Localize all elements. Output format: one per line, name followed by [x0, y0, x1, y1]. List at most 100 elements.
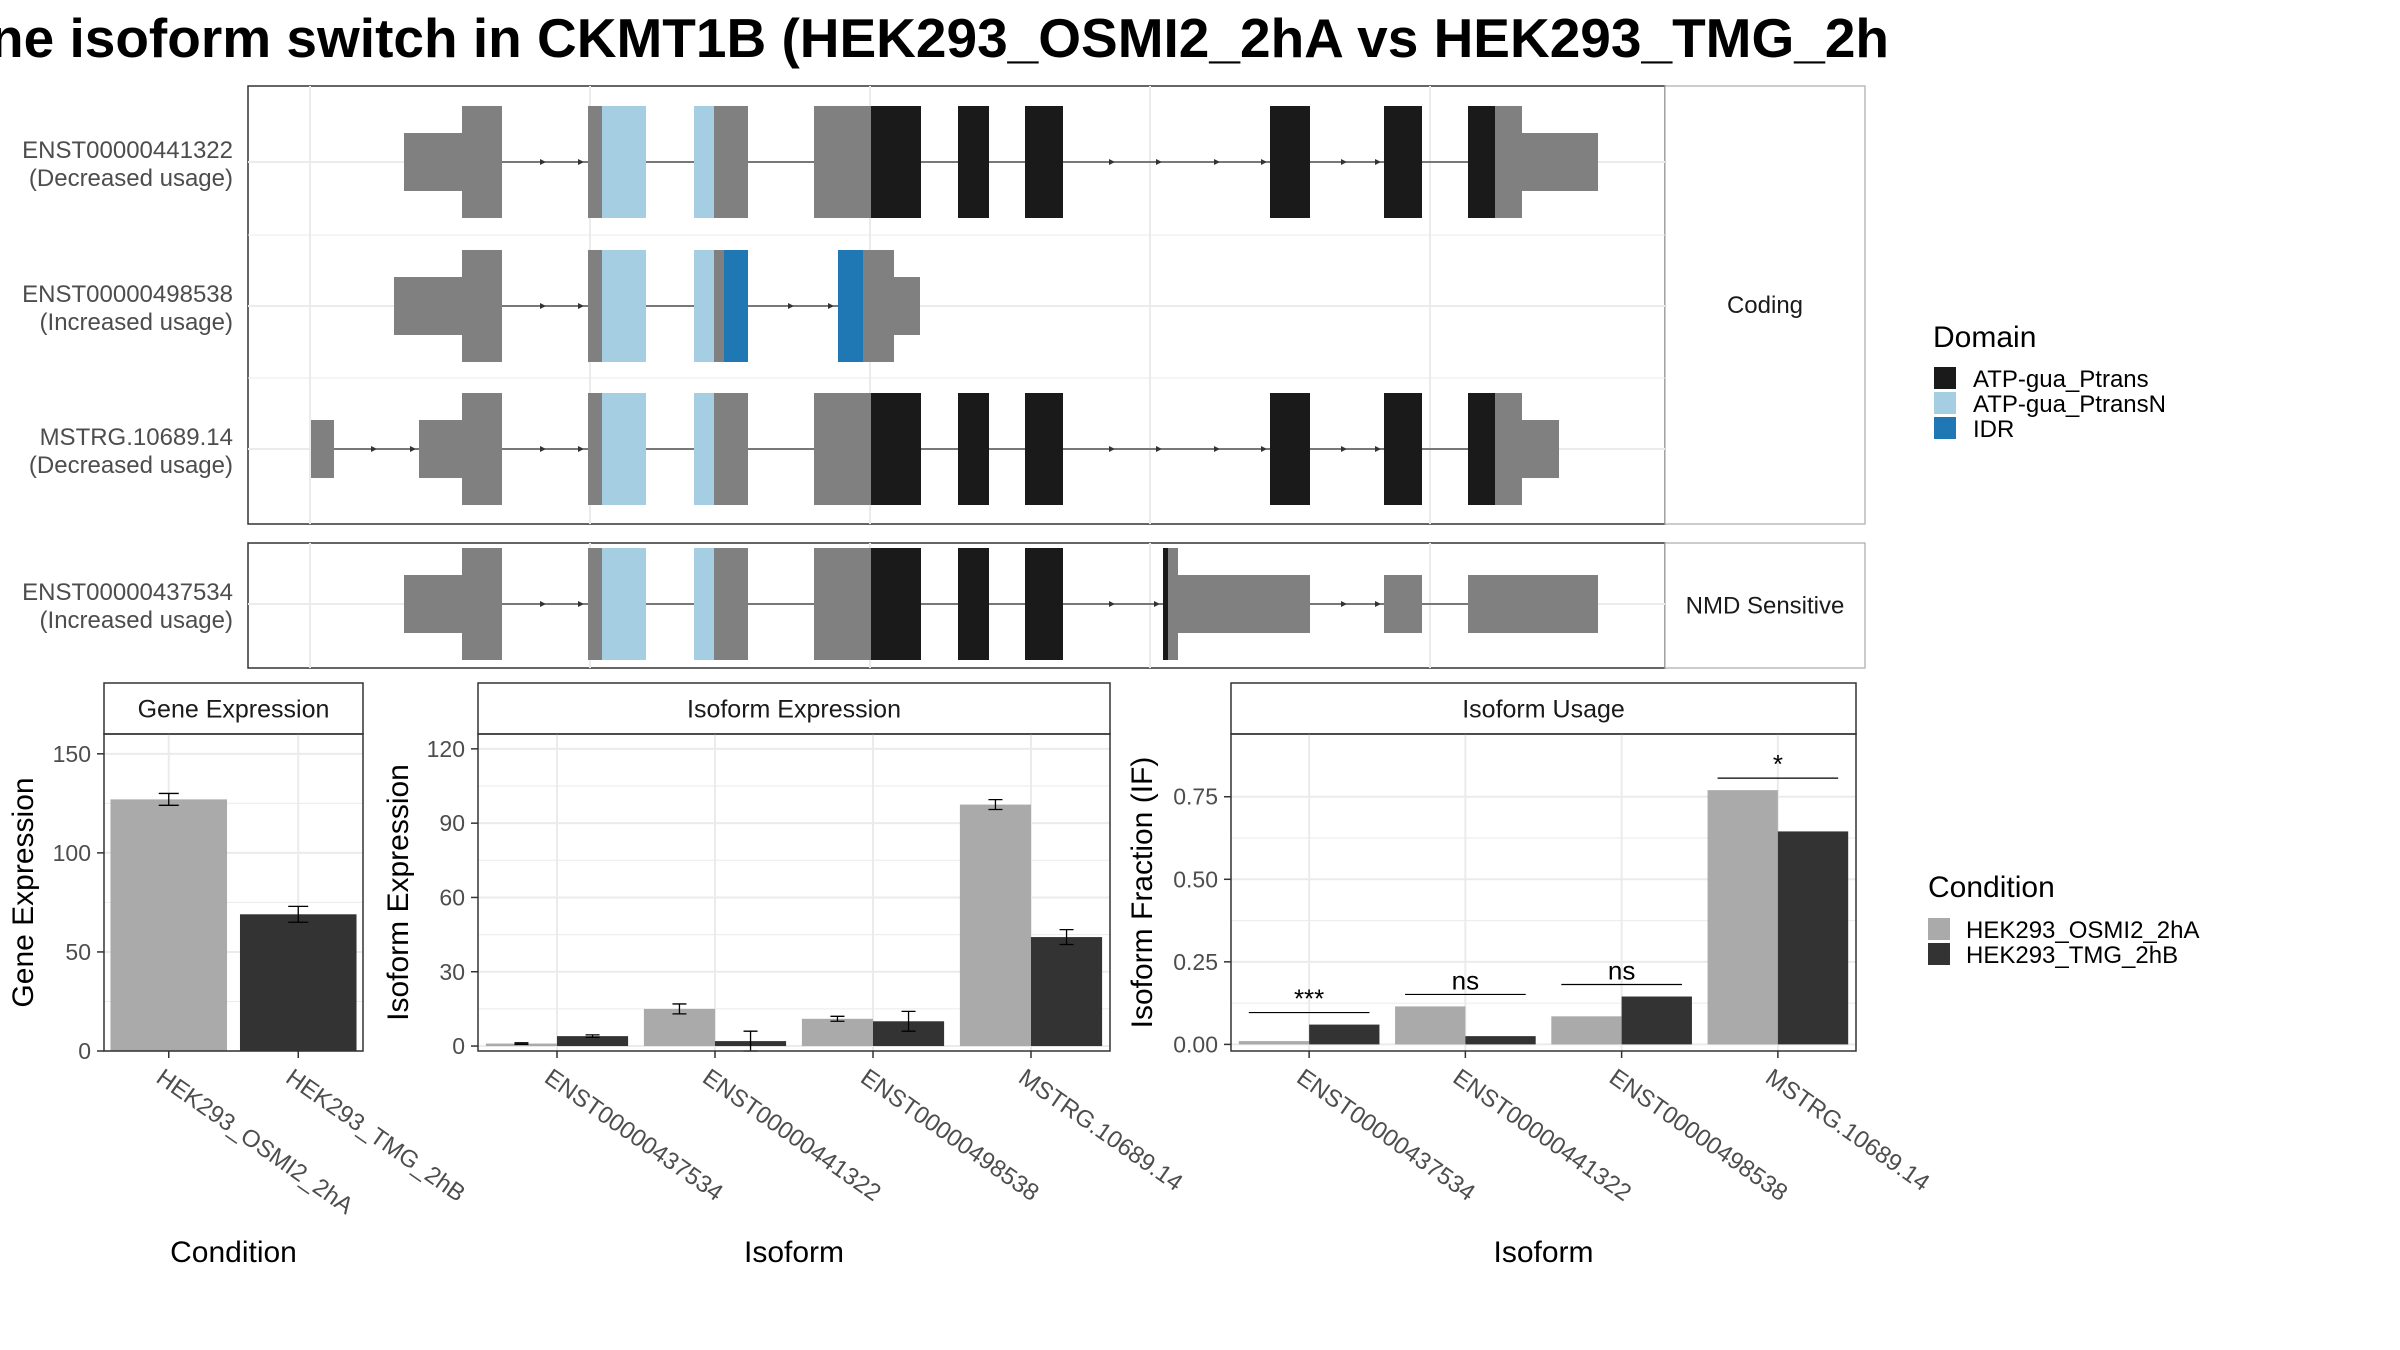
- y-axis-label: Isoform Expression: [382, 764, 415, 1021]
- strand-arrow: [1341, 159, 1347, 165]
- domain-segment: [694, 250, 714, 362]
- domain-segment: [1025, 106, 1063, 218]
- error-bar: [830, 1015, 845, 1022]
- domain-segment: [958, 393, 989, 505]
- x-axis-label: Condition: [170, 1236, 297, 1269]
- y-axis-label: Isoform Fraction (IF): [1126, 757, 1159, 1029]
- utr-segment: [1522, 133, 1598, 191]
- domain-segment: [958, 106, 989, 218]
- chart-2: Isoform Expression0306090120ENST00000437…: [382, 682, 1188, 1269]
- domain-segment: [602, 250, 646, 362]
- exon-segment: [863, 250, 894, 362]
- significance-label: ns: [1452, 965, 1479, 995]
- chart-strip: [477, 682, 1111, 735]
- y-tick-label: 0.25: [1173, 949, 1218, 975]
- exon-segment: [1168, 548, 1178, 660]
- transcript-status: (Increased usage): [40, 309, 233, 336]
- strand-arrow: [540, 446, 546, 452]
- strand-arrow: [410, 446, 416, 452]
- exon-segment: [714, 393, 748, 505]
- utr-segment: [1468, 575, 1598, 633]
- chart-title: Isoform Expression: [687, 696, 901, 724]
- domain-segment: [1270, 393, 1310, 505]
- chart-title: Isoform Usage: [1462, 696, 1625, 724]
- utr-segment: [419, 420, 462, 478]
- utr-segment: [404, 133, 462, 191]
- y-tick-label: 50: [65, 939, 91, 965]
- strand-arrow: [1375, 159, 1381, 165]
- bar: [1031, 937, 1103, 1047]
- strand-arrow: [1261, 446, 1267, 452]
- domain-segment: [838, 250, 863, 362]
- significance-label: ns: [1608, 956, 1635, 986]
- y-tick-label: 120: [427, 736, 465, 762]
- bar: [801, 1018, 873, 1047]
- error-bar: [1059, 928, 1074, 946]
- exon-segment: [588, 393, 602, 505]
- plot-border: [103, 733, 364, 1052]
- domain-segment: [1468, 106, 1495, 218]
- transcript-status: (Decreased usage): [29, 452, 233, 479]
- error-bar: [158, 792, 179, 806]
- significance-label: ***: [1294, 984, 1324, 1014]
- transcript-id: ENST00000441322: [22, 137, 233, 164]
- bar: [1551, 1016, 1622, 1045]
- exon-segment: [462, 393, 502, 505]
- utr-segment: [894, 277, 920, 335]
- domain-segment: [694, 106, 714, 218]
- exon-segment: [462, 106, 502, 218]
- strand-arrow: [1261, 159, 1267, 165]
- domain-segment: [724, 250, 748, 362]
- domain-segment: [602, 393, 646, 505]
- plot-border: [1230, 733, 1857, 1052]
- exon-segment: [814, 548, 871, 660]
- domain-segment: [1384, 106, 1422, 218]
- domain-segment: [1384, 393, 1422, 505]
- legend-label: HEK293_OSMI2_2hA: [1966, 917, 2199, 944]
- exon-segment: [714, 106, 748, 218]
- utr-segment: [1384, 575, 1422, 633]
- legend-key: [1934, 367, 1956, 389]
- x-tick-label: MSTRG.10689.14: [1014, 1064, 1188, 1197]
- strand-arrow: [1341, 446, 1347, 452]
- domain-segment: [694, 393, 714, 505]
- transcript-status: (Increased usage): [40, 607, 233, 634]
- nmd-strip: [1664, 542, 1866, 669]
- strand-arrow: [1214, 446, 1220, 452]
- exon-segment: [814, 106, 871, 218]
- nmd-strip-label: NMD Sensitive: [1686, 593, 1845, 620]
- legend-key: [1934, 392, 1956, 414]
- utr-segment: [1522, 420, 1559, 478]
- bar: [643, 1008, 715, 1047]
- strand-arrow: [578, 446, 584, 452]
- plot-border: [477, 733, 1111, 1052]
- chart-strip: [103, 682, 364, 735]
- strand-arrow: [540, 601, 546, 607]
- domain-legend-title: Domain: [1933, 321, 2036, 354]
- y-tick-label: 30: [439, 959, 465, 985]
- strand-arrow: [540, 303, 546, 309]
- exon-segment: [814, 393, 871, 505]
- strand-arrow: [828, 303, 834, 309]
- domain-segment: [694, 548, 714, 660]
- strand-arrow: [578, 159, 584, 165]
- utr-segment: [394, 277, 462, 335]
- strand-arrow: [1109, 159, 1115, 165]
- strand-arrow: [1156, 159, 1162, 165]
- domain-segment: [1025, 393, 1063, 505]
- domain-segment: [1468, 393, 1495, 505]
- legend-key: [1928, 943, 1950, 965]
- exon-segment: [1495, 106, 1522, 218]
- exon-segment: [462, 548, 502, 660]
- strand-arrow: [1154, 601, 1160, 607]
- error-bar: [901, 1010, 916, 1032]
- y-tick-label: 0.50: [1173, 866, 1218, 892]
- x-axis-label: Isoform: [744, 1236, 844, 1269]
- exon-segment: [588, 250, 602, 362]
- exon-segment: [588, 106, 602, 218]
- transcript-id: MSTRG.10689.14: [40, 424, 233, 451]
- legend-label: ATP-gua_Ptrans: [1973, 366, 2149, 393]
- legend-label: HEK293_TMG_2hB: [1966, 942, 2178, 969]
- y-tick-label: 0.75: [1173, 784, 1218, 810]
